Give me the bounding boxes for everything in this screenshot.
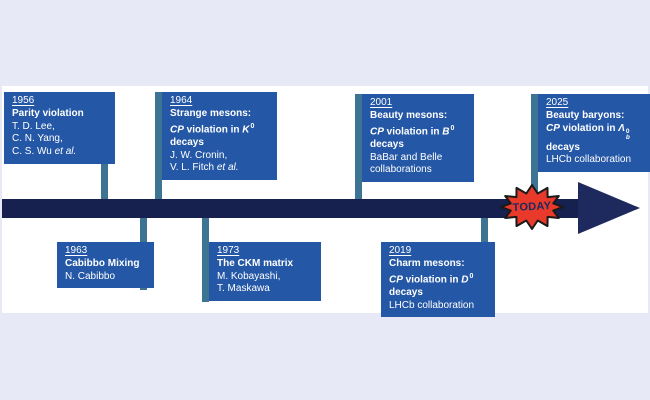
- event-text-line: Charm mesons:: [389, 257, 465, 269]
- event-text-line: C. N. Yang,: [12, 133, 63, 145]
- event-text-line: J. W. Cronin,: [170, 149, 228, 161]
- event-box-2001: 2001 Beauty mesons: CP violation in B0 deca…: [362, 94, 474, 183]
- event-box-1973: 1973 The CKM matrix M. Kobayashi, T. Maskaw…: [209, 242, 321, 302]
- event-text-line: Beauty mesons:: [370, 109, 448, 121]
- event-text-line: decays: [170, 136, 204, 148]
- event-text-line: CP violation in B0: [370, 124, 455, 137]
- event-connector-2025: [531, 94, 538, 201]
- event-text-line: C. S. Wu et al.: [12, 146, 77, 158]
- event-box-1963: 1963 Cabibbo Mixing N. Cabibbo: [57, 242, 154, 289]
- superscript: 0: [250, 122, 255, 130]
- event-year: 1964: [170, 95, 193, 106]
- event-year: 1963: [65, 245, 88, 256]
- event-year: 2001: [370, 97, 393, 108]
- event-text-line: V. L. Fitch et al.: [170, 162, 239, 174]
- starburst-shape: [500, 184, 564, 230]
- event-text-line: Strange mesons:: [170, 107, 252, 119]
- event-box-1956: 1956 Parity violation T. D. Lee, C. N. Yang…: [4, 92, 115, 164]
- event-year: 2019: [389, 245, 412, 256]
- event-text-line: T. D. Lee,: [12, 120, 55, 132]
- today-label: TODAY: [512, 199, 552, 215]
- event-year: 1956: [12, 95, 35, 106]
- timeline-bar: [2, 199, 585, 218]
- event-box-1964: 1964 Strange mesons: CP violation in K0 dec…: [162, 92, 277, 181]
- event-text-line: LHCb collaboration: [389, 299, 475, 311]
- event-text-line: CP violation in K0: [170, 122, 255, 135]
- event-text-line: Cabibbo Mixing: [65, 257, 140, 269]
- event-year: 1973: [217, 245, 240, 256]
- event-text-line: Parity violation: [12, 107, 84, 119]
- event-text-line: decays: [389, 286, 423, 298]
- event-text-line: N. Cabibbo: [65, 270, 116, 282]
- event-text-line: M. Kobayashi,: [217, 270, 281, 282]
- event-text-line: BaBar and Belle: [370, 151, 443, 163]
- event-year: 2025: [546, 97, 569, 108]
- event-connector-1964: [155, 92, 162, 201]
- event-text-line: The CKM matrix: [217, 257, 294, 269]
- event-text-line: decays: [370, 138, 404, 150]
- event-box-2019: 2019 Charm mesons: CP violation in D0 decay…: [381, 242, 495, 318]
- superscript: 0: [469, 272, 474, 280]
- event-text-line: collaborations: [370, 164, 432, 176]
- event-text-line: LHCb collaboration: [546, 154, 632, 166]
- event-connector-1973: [202, 216, 209, 302]
- event-text-line: CP violation in D0: [389, 272, 474, 285]
- superscript: 0: [450, 124, 455, 132]
- event-text-line: Beauty baryons:: [546, 109, 625, 121]
- starburst-icon: [500, 184, 564, 230]
- event-text-line: decays: [546, 141, 580, 153]
- event-box-2025: 2025 Beauty baryons: CP violation in Λ 0 b de…: [538, 94, 650, 173]
- timeline-arrowhead-icon: [578, 182, 640, 234]
- today-marker: TODAY: [499, 182, 565, 232]
- event-connector-2001: [355, 94, 362, 201]
- event-text-line: T. Maskawa: [217, 283, 270, 295]
